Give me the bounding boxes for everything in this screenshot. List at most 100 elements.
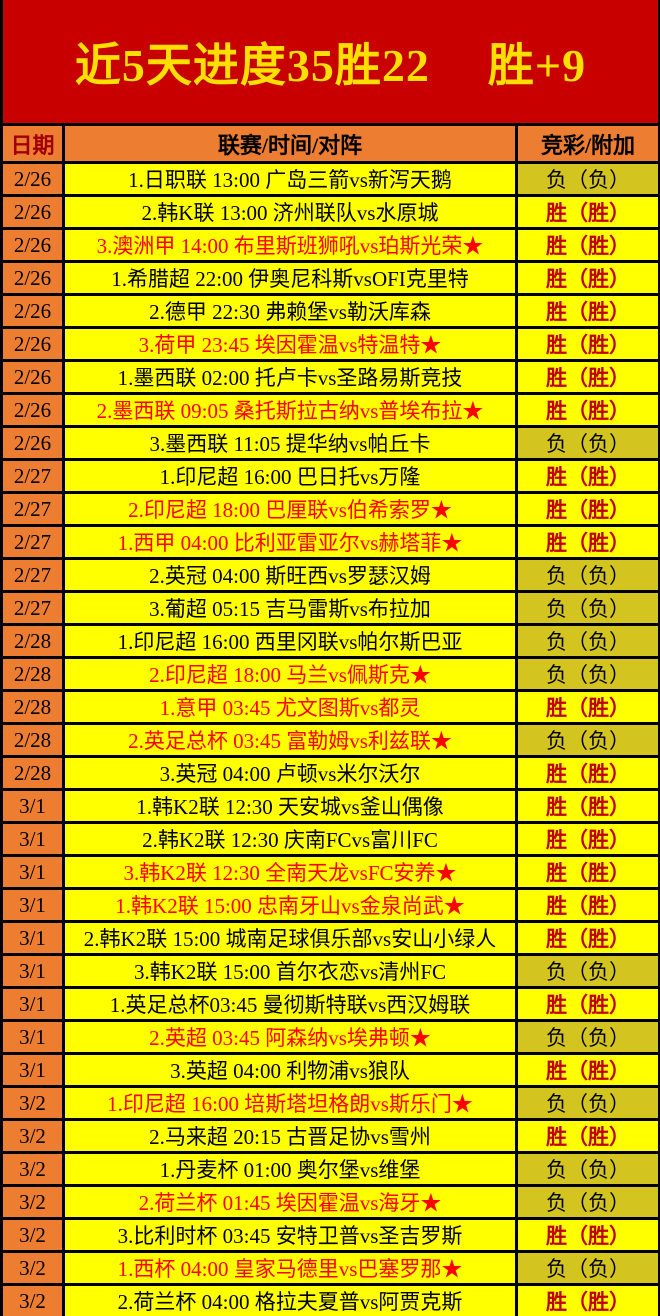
match-cell: 2.荷兰杯 04:00 格拉夫夏普vs阿贾克斯 [65, 1286, 518, 1316]
result-cell: 负（负） [518, 593, 658, 623]
table-row: 3/2 1.印尼超 16:00 培斯塔坦格朗vs斯乐门★ 负（负） [3, 1085, 658, 1118]
table-row: 2/27 2.印尼超 18:00 巴厘联vs伯希索罗★ 胜（胜） [3, 491, 658, 524]
match-cell: 1.西甲 04:00 比利亚雷亚尔vs赫塔菲★ [65, 527, 518, 557]
result-cell: 负（负） [518, 1088, 658, 1118]
match-cell: 3.韩K2联 15:00 首尔衣恋vs清州FC [65, 956, 518, 986]
match-cell: 1.日职联 13:00 广岛三箭vs新泻天鹅 [65, 164, 518, 194]
result-cell: 胜（胜） [518, 1286, 658, 1316]
table-row: 3/1 3.英超 04:00 利物浦vs狼队 胜（胜） [3, 1052, 658, 1085]
date-cell: 3/1 [3, 890, 65, 920]
table-row: 3/2 3.比利时杯 03:45 安特卫普vs圣吉罗斯 胜（胜） [3, 1217, 658, 1250]
table-row: 2/26 1.希腊超 22:00 伊奥尼科斯vsOFI克里特 胜（胜） [3, 260, 658, 293]
match-cell: 3.墨西联 11:05 提华纳vs帕丘卡 [65, 428, 518, 458]
table-row: 3/2 2.荷兰杯 04:00 格拉夫夏普vs阿贾克斯 胜（胜） [3, 1283, 658, 1316]
match-cell: 1.印尼超 16:00 西里冈联vs帕尔斯巴亚 [65, 626, 518, 656]
date-cell: 3/2 [3, 1154, 65, 1184]
match-cell: 2.墨西联 09:05 桑托斯拉古纳vs普埃布拉★ [65, 395, 518, 425]
table-row: 2/26 2.墨西联 09:05 桑托斯拉古纳vs普埃布拉★ 胜（胜） [3, 392, 658, 425]
table-row: 3/1 1.英足总杯03:45 曼彻斯特联vs西汉姆联 胜（胜） [3, 986, 658, 1019]
match-cell: 3.韩K2联 12:30 全南天龙vsFC安养★ [65, 857, 518, 887]
date-cell: 3/1 [3, 824, 65, 854]
table-row: 2/26 2.德甲 22:30 弗赖堡vs勒沃库森 胜（胜） [3, 293, 658, 326]
result-cell: 负（负） [518, 428, 658, 458]
date-cell: 2/28 [3, 758, 65, 788]
match-cell: 2.英足总杯 03:45 富勒姆vs利兹联★ [65, 725, 518, 755]
table-row: 3/2 2.荷兰杯 01:45 埃因霍温vs海牙★ 负（负） [3, 1184, 658, 1217]
table-row: 2/27 3.葡超 05:15 吉马雷斯vs布拉加 负（负） [3, 590, 658, 623]
match-cell: 3.荷甲 23:45 埃因霍温vs特温特★ [65, 329, 518, 359]
result-cell: 胜（胜） [518, 857, 658, 887]
result-cell: 胜（胜） [518, 362, 658, 392]
date-cell: 2/27 [3, 527, 65, 557]
header-match: 联赛/时间/对阵 [65, 126, 518, 161]
table-row: 2/28 2.英足总杯 03:45 富勒姆vs利兹联★ 负（负） [3, 722, 658, 755]
match-cell: 1.韩K2联 12:30 天安城vs釜山偶像 [65, 791, 518, 821]
date-cell: 3/1 [3, 923, 65, 953]
match-cell: 3.英冠 04:00 卢顿vs米尔沃尔 [65, 758, 518, 788]
match-cell: 2.英冠 04:00 斯旺西vs罗瑟汉姆 [65, 560, 518, 590]
header-date: 日期 [3, 126, 65, 161]
table-row: 2/28 1.印尼超 16:00 西里冈联vs帕尔斯巴亚 负（负） [3, 623, 658, 656]
table-body: 2/26 1.日职联 13:00 广岛三箭vs新泻天鹅 负（负） 2/26 2.… [3, 164, 658, 1316]
table-row: 3/2 1.丹麦杯 01:00 奥尔堡vs维堡 负（负） [3, 1151, 658, 1184]
result-cell: 负（负） [518, 956, 658, 986]
match-cell: 3.英超 04:00 利物浦vs狼队 [65, 1055, 518, 1085]
match-cell: 1.丹麦杯 01:00 奥尔堡vs维堡 [65, 1154, 518, 1184]
date-cell: 3/2 [3, 1121, 65, 1151]
date-cell: 2/27 [3, 560, 65, 590]
result-cell: 胜（胜） [518, 395, 658, 425]
result-cell: 负（负） [518, 626, 658, 656]
match-cell: 1.韩K2联 15:00 忠南牙山vs金泉尚武★ [65, 890, 518, 920]
table-row: 2/26 2.韩K联 13:00 济州联队vs水原城 胜（胜） [3, 194, 658, 227]
date-cell: 3/1 [3, 1055, 65, 1085]
date-cell: 2/26 [3, 329, 65, 359]
date-cell: 3/2 [3, 1187, 65, 1217]
date-cell: 2/27 [3, 461, 65, 491]
match-cell: 3.葡超 05:15 吉马雷斯vs布拉加 [65, 593, 518, 623]
date-cell: 2/28 [3, 692, 65, 722]
match-cell: 2.荷兰杯 01:45 埃因霍温vs海牙★ [65, 1187, 518, 1217]
match-cell: 2.马来超 20:15 古晋足协vs雪州 [65, 1121, 518, 1151]
result-cell: 负（负） [518, 725, 658, 755]
table-row: 2/26 1.墨西联 02:00 托卢卡vs圣路易斯竞技 胜（胜） [3, 359, 658, 392]
result-cell: 胜（胜） [518, 527, 658, 557]
date-cell: 2/28 [3, 659, 65, 689]
result-cell: 胜（胜） [518, 923, 658, 953]
table-row: 3/1 1.韩K2联 15:00 忠南牙山vs金泉尚武★ 胜（胜） [3, 887, 658, 920]
page-title: 近5天进度35胜22 胜+9 [3, 0, 658, 123]
date-cell: 2/27 [3, 593, 65, 623]
result-cell: 胜（胜） [518, 758, 658, 788]
date-cell: 3/1 [3, 956, 65, 986]
table-row: 2/27 1.印尼超 16:00 巴日托vs万隆 胜（胜） [3, 458, 658, 491]
result-cell: 胜（胜） [518, 824, 658, 854]
match-cell: 2.韩K联 13:00 济州联队vs水原城 [65, 197, 518, 227]
result-cell: 胜（胜） [518, 890, 658, 920]
match-cell: 1.意甲 03:45 尤文图斯vs都灵 [65, 692, 518, 722]
table-row: 3/1 2.韩K2联 12:30 庆南FCvs富川FC 胜（胜） [3, 821, 658, 854]
result-cell: 负（负） [518, 164, 658, 194]
result-cell: 胜（胜） [518, 791, 658, 821]
date-cell: 2/27 [3, 494, 65, 524]
table-row: 2/28 2.印尼超 18:00 马兰vs佩斯克★ 负（负） [3, 656, 658, 689]
result-cell: 胜（胜） [518, 263, 658, 293]
date-cell: 3/1 [3, 1022, 65, 1052]
result-cell: 胜（胜） [518, 1055, 658, 1085]
result-cell: 负（负） [518, 659, 658, 689]
result-cell: 负（负） [518, 1253, 658, 1283]
date-cell: 3/2 [3, 1286, 65, 1316]
match-cell: 1.英足总杯03:45 曼彻斯特联vs西汉姆联 [65, 989, 518, 1019]
date-cell: 2/26 [3, 263, 65, 293]
result-cell: 负（负） [518, 1187, 658, 1217]
match-cell: 1.墨西联 02:00 托卢卡vs圣路易斯竞技 [65, 362, 518, 392]
table-row: 2/26 3.澳洲甲 14:00 布里斯班狮吼vs珀斯光荣★ 胜（胜） [3, 227, 658, 260]
table-row: 3/1 3.韩K2联 15:00 首尔衣恋vs清州FC 负（负） [3, 953, 658, 986]
date-cell: 2/28 [3, 725, 65, 755]
match-cell: 1.西杯 04:00 皇家马德里vs巴塞罗那★ [65, 1253, 518, 1283]
date-cell: 2/26 [3, 197, 65, 227]
result-cell: 负（负） [518, 1154, 658, 1184]
date-cell: 3/2 [3, 1220, 65, 1250]
result-cell: 胜（胜） [518, 692, 658, 722]
date-cell: 2/26 [3, 230, 65, 260]
result-cell: 胜（胜） [518, 230, 658, 260]
